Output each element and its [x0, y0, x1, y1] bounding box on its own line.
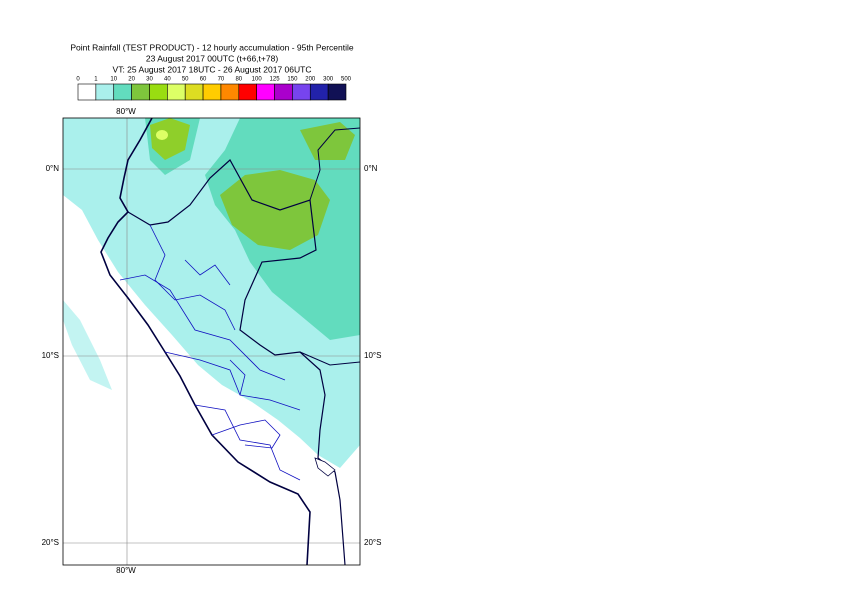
colorbar-label: 0: [76, 77, 80, 83]
colorbar-label: 500: [341, 77, 352, 83]
colorbar-label: 50: [182, 77, 189, 83]
country-border: [299, 351, 360, 366]
colorbar-label: 1: [94, 77, 98, 83]
rain-20-30: [220, 170, 330, 250]
colorbar-swatch: [113, 83, 132, 101]
lat-label: 20°S: [364, 538, 381, 547]
colorbar-swatch: [202, 83, 222, 101]
colorbar-swatch: [149, 83, 168, 101]
colorbar-swatch: [95, 83, 115, 101]
colorbar-swatch: [327, 83, 347, 101]
colorbar-swatch: [77, 83, 97, 101]
country-border: [127, 159, 346, 565]
colorbar-swatch: [256, 83, 275, 101]
lake: [314, 457, 336, 477]
rain-1-10: [63, 300, 112, 390]
rain-20-30: [150, 118, 190, 160]
title-line: Point Rainfall (TEST PRODUCT) - 12 hourl…: [70, 42, 354, 52]
colorbar-label: 125: [270, 77, 281, 83]
colorbar-swatch: [238, 83, 257, 101]
colorbar-swatch: [274, 83, 293, 101]
colorbar-label: 30: [146, 77, 153, 83]
colorbar-label: 200: [305, 77, 316, 83]
colorbar-swatch: [184, 83, 204, 101]
lat-label: 10°S: [42, 351, 59, 360]
title-line: 23 August 2017 00UTC (t+66,t+78): [146, 53, 278, 63]
colorbar-label: 10: [110, 77, 117, 83]
lon-label: 80°W: [116, 107, 136, 116]
lon-label: 80°W: [116, 566, 136, 575]
rain-40-50: [156, 130, 168, 140]
map: 80°W 80°W 0°N 0°N 10°S 10°S 20°S 20°S: [42, 107, 382, 575]
colorbar-swatch: [292, 83, 311, 101]
lat-label: 10°S: [364, 351, 381, 360]
colorbar-swatch: [309, 83, 329, 101]
colorbar-swatch: [167, 83, 186, 101]
rain-20-30: [300, 122, 355, 160]
lat-label: 20°S: [42, 538, 59, 547]
colorbar-label: 100: [252, 77, 263, 83]
coastline: [100, 118, 311, 565]
department-borders: [119, 224, 301, 481]
lat-label: 0°N: [46, 164, 60, 173]
colorbar-label: 20: [128, 77, 135, 83]
map-field: [63, 118, 360, 565]
colorbar-label: 80: [235, 77, 242, 83]
colorbar-label: 300: [323, 77, 334, 83]
colorbar-label: 70: [218, 77, 225, 83]
colorbar-label: 40: [164, 77, 171, 83]
colorbar-label: 150: [287, 77, 298, 83]
graticule: [63, 118, 360, 565]
colorbar: 0 1 10 20 30 40 50 60 70 80 100 125 150 200 300 500: [76, 77, 352, 101]
colorbar-swatch: [220, 83, 240, 101]
colorbar-label: 60: [200, 77, 207, 83]
lat-label: 0°N: [364, 164, 378, 173]
colorbar-swatch: [131, 83, 150, 101]
country-border: [309, 127, 360, 201]
map-frame: [62, 117, 361, 566]
title-line: VT: 25 August 2017 18UTC - 26 August 201…: [113, 64, 312, 74]
header: Point Rainfall (TEST PRODUCT) - 12 hourl…: [70, 42, 354, 74]
